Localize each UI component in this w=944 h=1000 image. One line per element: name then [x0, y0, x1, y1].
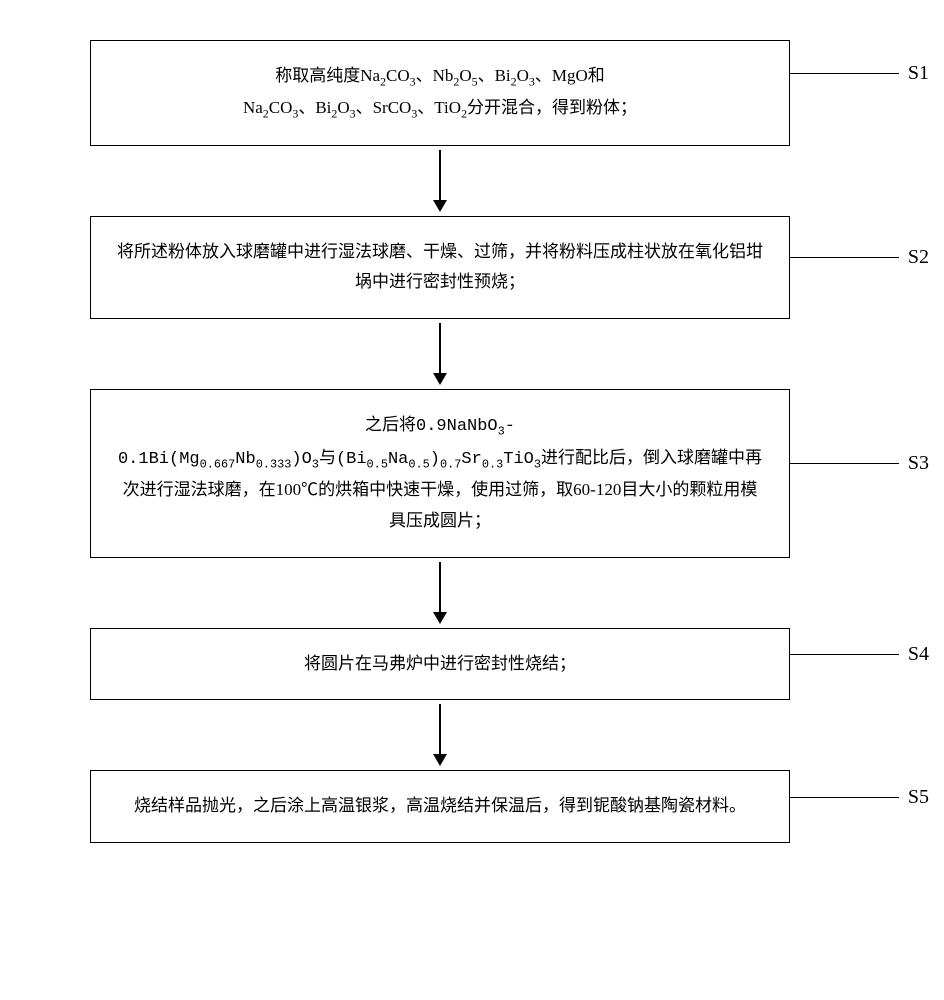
step-text: 将所述粉体放入球磨罐中进行湿法球磨、干燥、过筛，并将粉料压成柱状放在氧化铝坩埚中…	[115, 237, 765, 298]
arrow-head-icon	[433, 612, 447, 624]
arrow-down	[433, 558, 447, 628]
label-connector-line	[789, 73, 899, 74]
step-label-S5: S5	[908, 779, 929, 815]
arrow-line	[439, 704, 441, 754]
arrow-head-icon	[433, 754, 447, 766]
step-text: 之后将0.9NaNbO3-0.1Bi(Mg0.667Nb0.333)O3与(Bi…	[115, 410, 765, 537]
label-connector-line	[789, 463, 899, 464]
label-connector-line	[789, 797, 899, 798]
step-text: 烧结样品抛光，之后涂上高温银浆，高温烧结并保温后，得到铌酸钠基陶瓷材料。	[115, 791, 765, 822]
step-text: 称取高纯度Na2CO3、Nb2O5、Bi2O3、MgO和Na2CO3、Bi2O3…	[115, 61, 765, 125]
arrow-line	[439, 562, 441, 612]
step-label-S4: S4	[908, 636, 929, 672]
step-label-S3: S3	[908, 445, 929, 481]
arrow-line	[439, 323, 441, 373]
step-box-S3: 之后将0.9NaNbO3-0.1Bi(Mg0.667Nb0.333)O3与(Bi…	[90, 389, 790, 558]
flowchart-container: 称取高纯度Na2CO3、Nb2O5、Bi2O3、MgO和Na2CO3、Bi2O3…	[90, 40, 790, 843]
step-text: 将圆片在马弗炉中进行密封性烧结；	[115, 649, 765, 680]
step-box-S2: 将所述粉体放入球磨罐中进行湿法球磨、干燥、过筛，并将粉料压成柱状放在氧化铝坩埚中…	[90, 216, 790, 319]
arrow-down	[433, 319, 447, 389]
step-label-S2: S2	[908, 239, 929, 275]
label-connector-line	[789, 654, 899, 655]
step-label-S1: S1	[908, 55, 929, 91]
step-box-S1: 称取高纯度Na2CO3、Nb2O5、Bi2O3、MgO和Na2CO3、Bi2O3…	[90, 40, 790, 146]
arrow-down	[433, 146, 447, 216]
arrow-down	[433, 700, 447, 770]
arrow-line	[439, 150, 441, 200]
label-connector-line	[789, 257, 899, 258]
arrow-head-icon	[433, 200, 447, 212]
step-box-S5: 烧结样品抛光，之后涂上高温银浆，高温烧结并保温后，得到铌酸钠基陶瓷材料。S5	[90, 770, 790, 843]
step-box-S4: 将圆片在马弗炉中进行密封性烧结；S4	[90, 628, 790, 701]
arrow-head-icon	[433, 373, 447, 385]
